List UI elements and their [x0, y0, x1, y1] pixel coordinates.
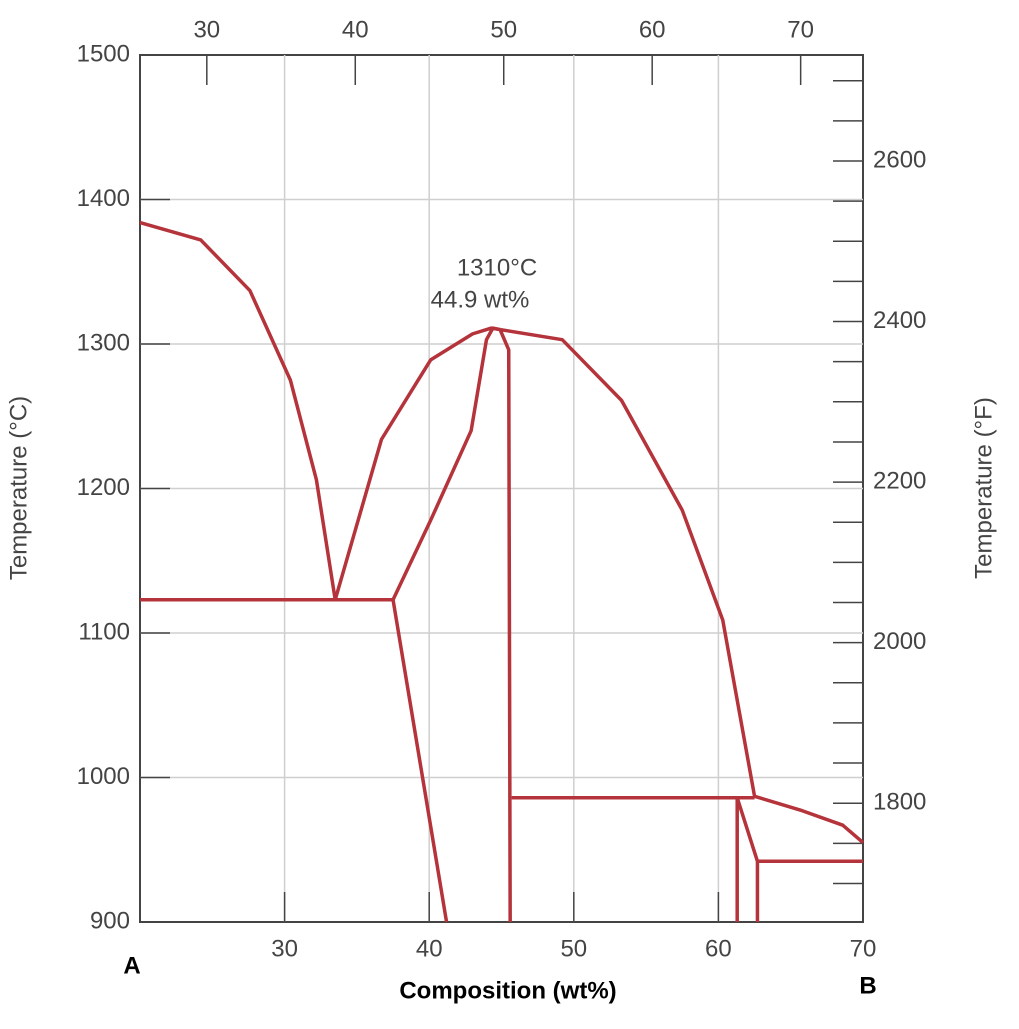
y2-tick-label: 2600 — [873, 146, 926, 173]
x-tick-label: 30 — [271, 935, 298, 962]
phase-boundary — [735, 797, 760, 922]
phase-boundary — [333, 326, 501, 601]
phase-boundary — [498, 328, 512, 923]
end-label: B — [859, 972, 876, 999]
x2-tick-label: 50 — [490, 16, 517, 43]
phase-boundary — [391, 326, 501, 601]
y2-axis-label: Temperature (°F) — [970, 397, 997, 579]
y-axis-label: Temperature (°C) — [5, 396, 32, 580]
y-tick-label: 900 — [90, 907, 130, 934]
phase-boundary — [499, 327, 757, 797]
annotation: 1310°C — [457, 254, 537, 281]
y-tick-label: 1400 — [77, 185, 130, 212]
y-tick-label: 1100 — [78, 618, 130, 645]
x-tick-label: 60 — [705, 935, 732, 962]
y-tick-label: 1300 — [77, 329, 130, 356]
phase-boundary — [754, 794, 865, 844]
end-label: A — [123, 952, 140, 979]
phase-boundary — [139, 220, 337, 601]
x-axis-label: Composition (wt%) — [399, 977, 616, 1004]
y2-tick-label: 2000 — [873, 628, 926, 655]
y2-tick-label: 2400 — [873, 307, 926, 334]
phase-boundary — [391, 599, 449, 923]
x-tick-label: 40 — [416, 935, 443, 962]
x-tick-label: 70 — [850, 935, 877, 962]
x-tick-label: 50 — [560, 935, 587, 962]
y2-tick-label: 1800 — [873, 789, 926, 816]
y-tick-label: 1500 — [77, 40, 130, 67]
y2-tick-label: 2200 — [873, 467, 926, 494]
annotation: 44.9 wt% — [431, 286, 530, 313]
x2-tick-label: 60 — [639, 16, 666, 43]
x2-tick-label: 30 — [193, 16, 220, 43]
x2-tick-label: 40 — [342, 16, 369, 43]
y-tick-label: 1000 — [77, 763, 130, 790]
x2-tick-label: 70 — [787, 16, 814, 43]
y-tick-label: 1200 — [77, 474, 130, 501]
